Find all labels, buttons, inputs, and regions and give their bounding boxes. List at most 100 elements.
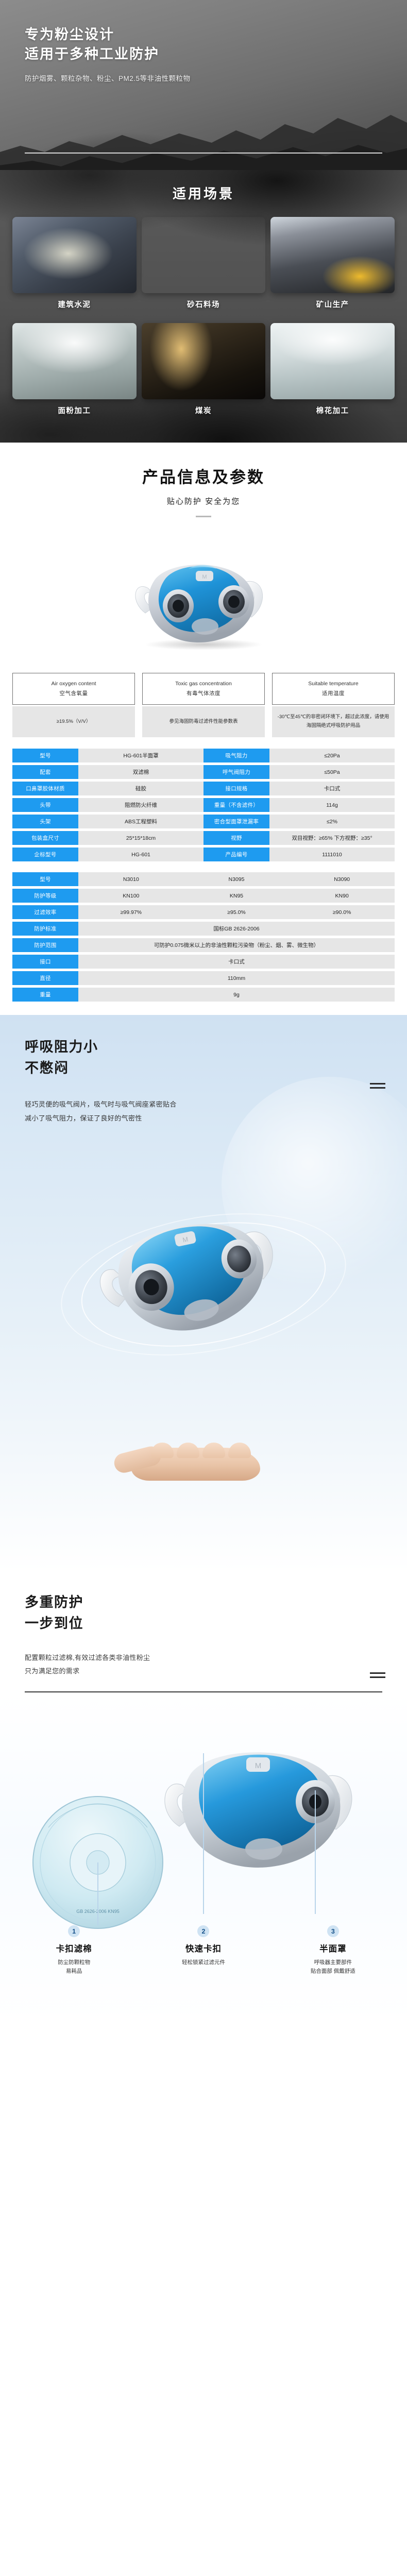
spec-card-body: 参见海固防毒过滤件性能参数表	[142, 706, 265, 737]
part-desc: 轻松锁紧过滤元件	[139, 1958, 268, 1967]
spec-card-head: Air oxygen content 空气含氧量	[12, 673, 135, 705]
spec-card-value: -30℃至45℃的非密闭环境下，超过此浓度，请使用海固隔绝式呼吸防护用品	[277, 714, 389, 728]
table-row: 防护标准 国标GB 2626-2006	[12, 922, 395, 936]
spec-key: 防护范围	[12, 938, 78, 952]
scene-grid-row1: 建筑水泥 砂石料场 矿山生产	[0, 217, 407, 310]
table-row: 包装盒尺寸 25*15*18cm 视野 双目视野：≥65% 下方视野：≥35°	[12, 831, 395, 845]
cotton-processing-photo	[270, 323, 395, 399]
part-title: 快速卡扣	[185, 1944, 222, 1954]
part-number-badge: 2	[197, 1925, 210, 1937]
half-mask-illustration: M	[135, 564, 263, 643]
svg-text:M: M	[202, 574, 207, 580]
spec-key: 密合型面罩泄漏率	[204, 815, 269, 828]
spec-value: 双滤棉	[78, 765, 204, 779]
table-row: 型号 HG-601半面罩 吸气阻力 ≤20Pa	[12, 749, 395, 762]
scenes-section: 适用场景 建筑水泥 砂石料场 矿山生产 面粉加工 煤炭	[0, 170, 407, 443]
hero-title: 专为粉尘设计 适用于多种工业防护	[25, 25, 407, 64]
product-info-subtitle: 贴心防护 安全为您	[166, 497, 241, 506]
filter-port-right	[221, 1239, 257, 1279]
spec-value: ≥99.97%	[120, 909, 142, 916]
spec-card-en: Suitable temperature	[308, 681, 359, 687]
spec-key: 重量	[12, 988, 78, 1002]
spec-card-body: ≥19.5%（V/V）	[12, 706, 135, 737]
spec-card: Toxic gas concentration 有毒气体浓度 参见海固防毒过滤件…	[142, 673, 265, 737]
spec-value: ≤20Pa	[269, 749, 395, 762]
scene-label: 砂石料场	[186, 301, 220, 309]
spec-key: 接口	[12, 955, 78, 969]
spec-value: ≤50Pa	[269, 765, 395, 779]
multi-body: 配置颗粒过滤棉,有效过滤各类非油性粉尘 只为满足您的需求	[25, 1651, 407, 1678]
spec-key: 口鼻罩胶体材质	[12, 782, 78, 795]
half-mask-angled-illustration: M	[99, 1224, 273, 1331]
breathe-body: 轻巧灵便的吸气阀片，吸气时与吸气阀座紧密贴合 减小了吸气阻力，保证了良好的气密性	[25, 1098, 407, 1125]
spec-card: Air oxygen content 空气含氧量 ≥19.5%（V/V）	[12, 673, 135, 737]
scene-cell: 砂石料场	[142, 217, 266, 310]
spec-value: 110mm	[78, 971, 395, 985]
spec-value: 1111010	[269, 848, 395, 861]
part-desc-line1: 防尘防颗粒物	[58, 1959, 91, 1965]
table-row: 过滤效率 ≥99.97% ≥95.0% ≥90.0%	[12, 905, 395, 919]
table-row: 头带 阻燃防火纤维 重量（不含滤件） 114g	[12, 798, 395, 812]
scene-grid-row2: 面粉加工 煤炭 棉花加工	[0, 323, 407, 416]
spec-card-zh: 适用温度	[322, 690, 345, 697]
breathe-body-line2: 减小了吸气阻力，保证了良好的气密性	[25, 1114, 142, 1122]
svg-text:M: M	[182, 1235, 189, 1244]
hero-divider	[25, 152, 382, 154]
spec-key: 重量（不含滤件）	[204, 798, 269, 812]
spec-value: HG-601半面罩	[78, 749, 204, 762]
scene-label: 面粉加工	[58, 407, 91, 415]
scene-cell: 矿山生产	[270, 217, 395, 310]
spec-key: 头架	[12, 815, 78, 828]
spec-value: N3010	[123, 876, 139, 883]
equal-mark-icon	[370, 1083, 385, 1091]
breathe-title-line2: 不憋闷	[25, 1060, 69, 1076]
multi-title-line1: 多重防护	[25, 1595, 83, 1610]
spec-card-value: 参见海固防毒过滤件性能参数表	[169, 718, 238, 724]
multi-body-line1: 配置颗粒过滤棉,有效过滤各类非油性粉尘	[25, 1654, 150, 1662]
scene-cell: 面粉加工	[12, 323, 137, 416]
title-divider	[196, 516, 211, 517]
coal-mine-photo	[141, 323, 266, 399]
breathe-body-line1: 轻巧灵便的吸气阀片，吸气时与吸气阀座紧密贴合	[25, 1100, 177, 1108]
section-divider	[25, 1691, 382, 1692]
part-title: 卡扣滤棉	[56, 1944, 92, 1954]
spec-key: 防护标准	[12, 922, 78, 936]
multi-title: 多重防护 一步到位	[25, 1592, 407, 1634]
spec-value: 9g	[78, 988, 395, 1002]
quick-clip: M	[246, 1757, 270, 1772]
part-desc-line1: 轻松锁紧过滤元件	[181, 1959, 225, 1965]
equal-mark-icon	[370, 1672, 385, 1681]
scene-cell: 棉花加工	[270, 323, 395, 416]
part-number-badge: 1	[68, 1925, 80, 1937]
flour-processing-photo	[12, 323, 137, 399]
spec-value: ABS工程塑料	[78, 815, 204, 828]
scene-cell: 建筑水泥	[12, 217, 137, 310]
table-row: 头架 ABS工程塑料 密合型面罩泄漏率 ≤2%	[12, 815, 395, 828]
spec-value: 国标GB 2626-2006	[78, 922, 395, 936]
mountain-background-image	[0, 69, 407, 170]
spec-key: 防护等级	[12, 889, 78, 903]
finger	[177, 1443, 199, 1458]
part-title: 半面罩	[319, 1944, 347, 1954]
spec-key: 呼气阀阻力	[204, 765, 269, 779]
part-desc: 防尘防颗粒物 易耗品	[9, 1958, 139, 1976]
spec-value: N3095	[228, 876, 245, 883]
part-desc-line2: 贴合面部 佩戴舒适	[310, 1968, 355, 1975]
spec-card-body: -30℃至45℃的非密闭环境下，超过此浓度，请使用海固隔绝式呼吸防护用品	[272, 706, 395, 737]
table-row: 企标型号 HG-601 产品编号 1111010	[12, 848, 395, 861]
parts-breakdown-section: M GB 2626-2006 KN95 1 卡扣滤棉	[0, 1692, 407, 2022]
hero-title-line2: 适用于多种工业防护	[25, 46, 159, 62]
spec-card-zh: 有毒气体浓度	[186, 690, 221, 697]
spec-card-head: Toxic gas concentration 有毒气体浓度	[142, 673, 265, 705]
scene-label: 棉花加工	[316, 407, 349, 415]
table-row: 接口 卡口式	[12, 955, 395, 969]
part-desc: 呼吸器主要部件 贴合面部 佩戴舒适	[268, 1958, 398, 1976]
spec-value: ≥90.0%	[332, 909, 351, 916]
filter-port-left	[128, 1263, 174, 1311]
scene-label: 煤炭	[195, 407, 212, 415]
mine-production-photo	[270, 217, 395, 293]
part-desc-line1: 呼吸器主要部件	[314, 1959, 352, 1965]
hero-banner: 专为粉尘设计 适用于多种工业防护 防护烟雾、颗粒杂物、粉尘、PM2.5等非油性颗…	[0, 0, 407, 170]
spec-card-zh: 空气含氧量	[59, 690, 88, 697]
spec-key: 企标型号	[12, 848, 78, 861]
